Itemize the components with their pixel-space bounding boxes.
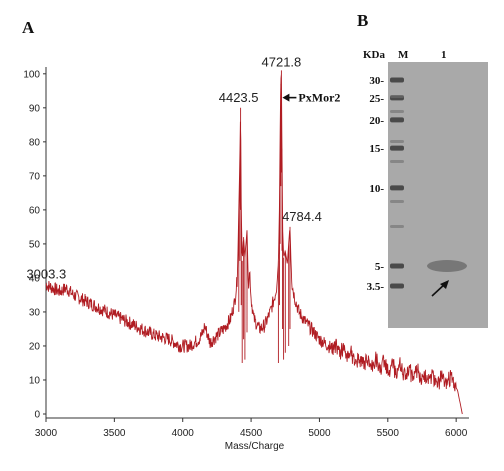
marker-band — [390, 117, 404, 123]
ladder-smear — [390, 110, 404, 113]
marker-band — [390, 145, 404, 151]
x-axis-label: Mass/Charge — [225, 441, 285, 452]
marker-band — [390, 185, 404, 191]
peak-label: 3003.3 — [26, 267, 66, 282]
x-tick-label: 4500 — [240, 428, 263, 439]
x-tick-label: 5000 — [308, 428, 331, 439]
marker-label: 3.5- — [367, 281, 385, 293]
lane-label-m: M — [398, 49, 409, 61]
band-arrowhead — [440, 280, 449, 289]
gel-background — [388, 62, 488, 328]
y-tick-label: 10 — [29, 375, 41, 386]
sample-band — [427, 260, 467, 272]
annotation-label: PxMor2 — [298, 91, 340, 105]
y-tick-label: 20 — [29, 341, 41, 352]
ladder-smear — [390, 225, 404, 228]
peak-label: 4721.8 — [262, 54, 302, 69]
marker-band — [390, 283, 404, 289]
x-tick-label: 3000 — [35, 428, 58, 439]
chart-axes — [45, 67, 469, 419]
mass-spectrum-chart: 0 10 20 30 40 50 60 70 80 90 100 3000 3500 4000 4500 5… — [23, 54, 469, 452]
ladder-smear — [390, 95, 404, 98]
marker-ladder: 30- 25- 20- 15- 10- 5- 3.5- — [367, 75, 404, 293]
y-tick-label: 0 — [34, 410, 40, 421]
y-tick-label: 80 — [29, 137, 41, 148]
panel-a-label: A — [22, 18, 35, 37]
marker-label: 5- — [375, 261, 385, 273]
y-tick-label: 30 — [29, 307, 41, 318]
pxmor2-annotation: PxMor2 — [282, 91, 340, 105]
ladder-smear — [390, 160, 404, 163]
annotation-arrowhead — [282, 93, 290, 102]
x-tick-label: 6000 — [445, 428, 468, 439]
marker-label: 30- — [369, 75, 384, 87]
panel-b-label: B — [357, 11, 368, 30]
marker-band — [390, 77, 404, 83]
y-tick-label: 40 — [29, 273, 41, 284]
marker-band — [390, 263, 404, 269]
y-tick-label: 50 — [29, 239, 41, 250]
lane-label-1: 1 — [441, 49, 447, 61]
ladder-smear — [390, 200, 404, 203]
marker-label: 15- — [369, 143, 384, 155]
marker-label: 25- — [369, 93, 384, 105]
peak-label: 4784.4 — [282, 209, 322, 224]
peak-label: 4423.5 — [219, 90, 259, 105]
kda-unit-label: KDa — [363, 49, 386, 61]
x-tick-label: 4000 — [172, 428, 195, 439]
sds-page-gel: KDa M 1 30- 25- 20- 15- 10- 5- 3.5- — [363, 49, 488, 328]
y-tick-label: 90 — [29, 103, 41, 114]
marker-label: 10- — [369, 183, 384, 195]
y-tick-label: 70 — [29, 171, 41, 182]
y-tick-label: 100 — [23, 69, 40, 80]
x-tick-label: 3500 — [103, 428, 126, 439]
spectrum-line — [45, 70, 463, 415]
ladder-smear — [390, 140, 404, 143]
marker-label: 20- — [369, 115, 384, 127]
y-axis-ticks: 0 10 20 30 40 50 60 70 80 90 100 — [23, 69, 46, 421]
x-axis-ticks: 3000 3500 4000 4500 5000 5500 6000 — [35, 418, 468, 439]
peak-labels: 3003.3 4423.5 4721.8 4784.4 — [26, 54, 321, 281]
y-tick-label: 60 — [29, 205, 41, 216]
x-tick-label: 5500 — [377, 428, 400, 439]
